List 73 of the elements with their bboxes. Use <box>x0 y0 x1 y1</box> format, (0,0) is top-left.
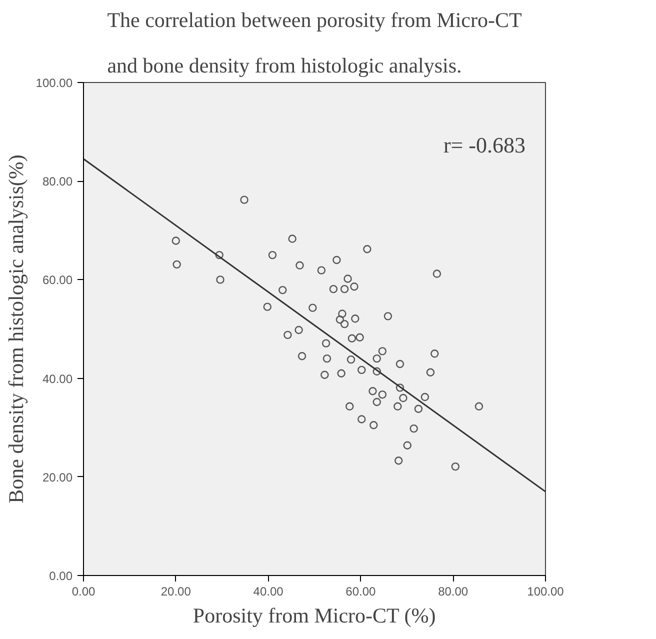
point <box>372 367 381 376</box>
x-tick-label: 20.00 <box>160 584 192 598</box>
y-tick-label: 80.00 <box>42 174 73 189</box>
point <box>322 354 332 363</box>
point <box>420 392 430 402</box>
point <box>294 326 303 334</box>
point <box>317 266 326 274</box>
annotation: r= -0.683 <box>443 132 526 158</box>
x-tick-label: 0.00 <box>72 584 96 598</box>
point <box>308 304 317 312</box>
point <box>322 339 330 348</box>
chart-title: The correlation between porosity from Micro-CT and bone density from histologic analysis. <box>107 8 522 78</box>
point <box>414 404 423 413</box>
y-axis-title: Bone density from histologic analysis(%) <box>4 154 28 504</box>
point <box>351 314 360 323</box>
point <box>332 256 341 264</box>
point <box>296 261 304 270</box>
point <box>340 284 349 294</box>
point <box>474 402 484 410</box>
point <box>263 302 272 311</box>
point <box>410 424 418 433</box>
point <box>378 347 387 356</box>
point <box>368 387 377 396</box>
y-tick-label: 40.00 <box>42 372 73 386</box>
point <box>215 250 224 260</box>
point <box>338 310 346 318</box>
point <box>363 245 372 254</box>
point <box>399 394 408 402</box>
point <box>298 352 306 360</box>
point <box>320 370 329 379</box>
point <box>451 462 460 471</box>
point <box>426 368 435 376</box>
point <box>358 415 366 424</box>
point <box>216 276 224 284</box>
y-tick-label: 20.00 <box>42 470 73 484</box>
x-tick-label: 100.00 <box>527 584 564 598</box>
point <box>337 369 346 378</box>
point <box>350 282 358 291</box>
point <box>430 350 439 358</box>
point <box>288 234 296 243</box>
x-tick-label: 80.00 <box>438 584 468 598</box>
point <box>278 286 287 294</box>
point <box>172 236 180 245</box>
point <box>329 284 338 294</box>
point <box>348 334 356 342</box>
x-axis-title: Porosity from Micro-CT (%) <box>192 604 436 628</box>
point <box>370 421 378 430</box>
point <box>336 316 344 324</box>
point <box>432 270 442 278</box>
point <box>384 312 392 320</box>
point <box>396 360 404 368</box>
point <box>346 355 356 364</box>
point <box>356 333 364 342</box>
point <box>240 196 248 204</box>
point <box>358 366 366 374</box>
point <box>378 390 387 399</box>
x-tick-label: 60.00 <box>346 584 376 598</box>
y-tick-label: 0.00 <box>49 569 73 583</box>
point <box>344 274 352 283</box>
x-tick-label: 40.00 <box>253 584 284 598</box>
point <box>268 250 277 260</box>
y-tick-label: 100.00 <box>36 76 73 90</box>
point <box>372 354 381 363</box>
point <box>340 320 349 328</box>
y-tick-label: 60.00 <box>42 273 73 288</box>
point <box>346 402 354 410</box>
point <box>372 398 381 406</box>
point <box>284 330 292 340</box>
point <box>394 402 402 410</box>
point <box>172 260 181 269</box>
point <box>403 441 412 450</box>
point <box>394 456 403 465</box>
point <box>396 384 404 392</box>
